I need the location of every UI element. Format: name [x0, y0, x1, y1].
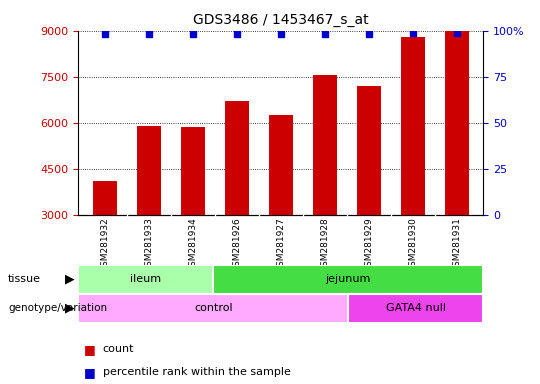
Text: GSM281933: GSM281933 — [144, 217, 153, 272]
Text: GSM281929: GSM281929 — [364, 217, 373, 272]
Text: GSM281930: GSM281930 — [408, 217, 417, 272]
Text: control: control — [194, 303, 233, 313]
Text: GATA4 null: GATA4 null — [386, 303, 446, 313]
Text: tissue: tissue — [8, 274, 41, 285]
Text: ▶: ▶ — [65, 273, 75, 286]
Text: count: count — [103, 344, 134, 354]
Bar — [357, 86, 381, 215]
Text: ■: ■ — [84, 343, 96, 356]
Bar — [348, 294, 483, 323]
Bar — [269, 115, 293, 215]
Text: GSM281926: GSM281926 — [232, 217, 241, 272]
Bar — [78, 294, 348, 323]
Text: GSM281931: GSM281931 — [453, 217, 461, 272]
Text: GSM281928: GSM281928 — [320, 217, 329, 272]
Bar — [213, 265, 483, 294]
Text: GSM281932: GSM281932 — [100, 217, 109, 272]
Text: ▶: ▶ — [65, 302, 75, 314]
Text: jejunum: jejunum — [326, 274, 371, 285]
Bar — [445, 31, 469, 215]
Bar — [225, 101, 249, 215]
Bar — [401, 37, 425, 215]
Text: ileum: ileum — [130, 274, 161, 285]
Bar — [92, 181, 117, 215]
Bar — [313, 75, 337, 215]
Text: GSM281934: GSM281934 — [188, 217, 197, 272]
Title: GDS3486 / 1453467_s_at: GDS3486 / 1453467_s_at — [193, 13, 369, 27]
Bar — [137, 126, 161, 215]
Bar — [78, 265, 213, 294]
Text: percentile rank within the sample: percentile rank within the sample — [103, 367, 291, 377]
Text: ■: ■ — [84, 366, 96, 379]
Text: genotype/variation: genotype/variation — [8, 303, 107, 313]
Text: GSM281927: GSM281927 — [276, 217, 285, 272]
Bar — [181, 127, 205, 215]
